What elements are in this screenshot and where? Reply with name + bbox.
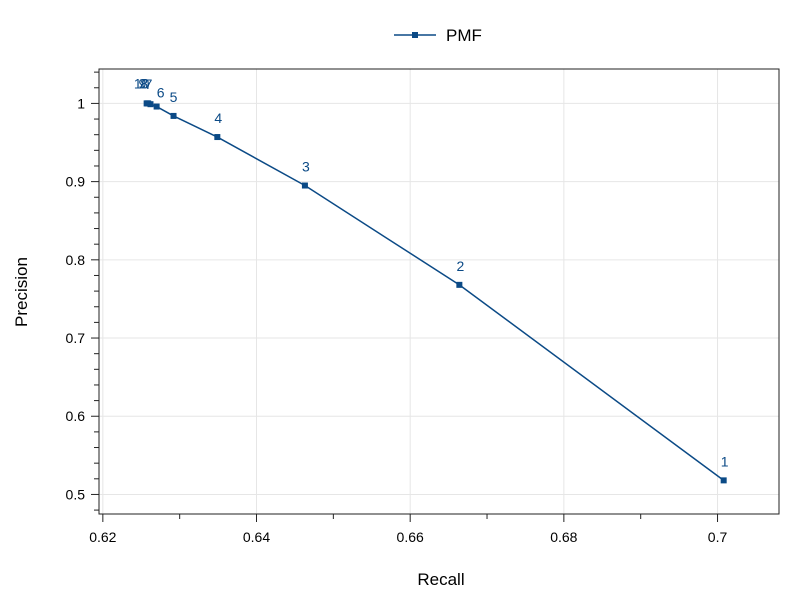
legend-marker — [412, 32, 418, 38]
point-label-3: 3 — [302, 159, 310, 175]
y-axis-title: Precision — [12, 257, 31, 327]
point-label-10: 10 — [134, 75, 150, 91]
point-label-1: 1 — [721, 453, 729, 469]
y-tick-label: 0.5 — [66, 486, 86, 502]
point-label-5: 5 — [170, 89, 178, 105]
point-label-4: 4 — [214, 110, 222, 126]
data-point-10 — [143, 100, 150, 107]
tick-labels: 0.62 0.64 0.66 0.68 0.7 0.5 0.6 0.7 0.8 0.9 1 — [66, 95, 728, 545]
axis-ticks — [91, 71, 719, 522]
y-tick-label: 0.9 — [66, 174, 86, 190]
point-label-6: 6 — [157, 85, 165, 101]
x-tick-label: 0.68 — [550, 529, 577, 545]
grid — [99, 69, 779, 514]
point-label-9: 9 — [139, 75, 147, 91]
data-point-5 — [170, 112, 177, 119]
series-layer — [143, 100, 727, 484]
x-axis-title: Recall — [417, 570, 464, 589]
point-label-2: 2 — [456, 258, 464, 274]
x-tick-label: 0.66 — [397, 529, 424, 545]
y-tick-label: 0.6 — [66, 408, 86, 424]
y-tick-label: 1 — [77, 95, 85, 111]
data-point-1 — [720, 477, 727, 484]
x-tick-label: 0.64 — [243, 529, 270, 545]
point-label-8: 8 — [140, 75, 148, 91]
data-point-6 — [153, 103, 160, 110]
data-point-4 — [214, 134, 221, 141]
data-point-2 — [456, 281, 463, 288]
legend-label-pmf: PMF — [446, 26, 482, 45]
legend: PMF — [394, 26, 482, 45]
y-tick-label: 0.8 — [66, 252, 86, 268]
y-tick-label: 0.7 — [66, 330, 86, 346]
x-tick-label: 0.7 — [708, 529, 728, 545]
x-tick-label: 0.62 — [89, 529, 116, 545]
data-point-3 — [301, 182, 308, 189]
point-label-7: 7 — [145, 76, 153, 92]
